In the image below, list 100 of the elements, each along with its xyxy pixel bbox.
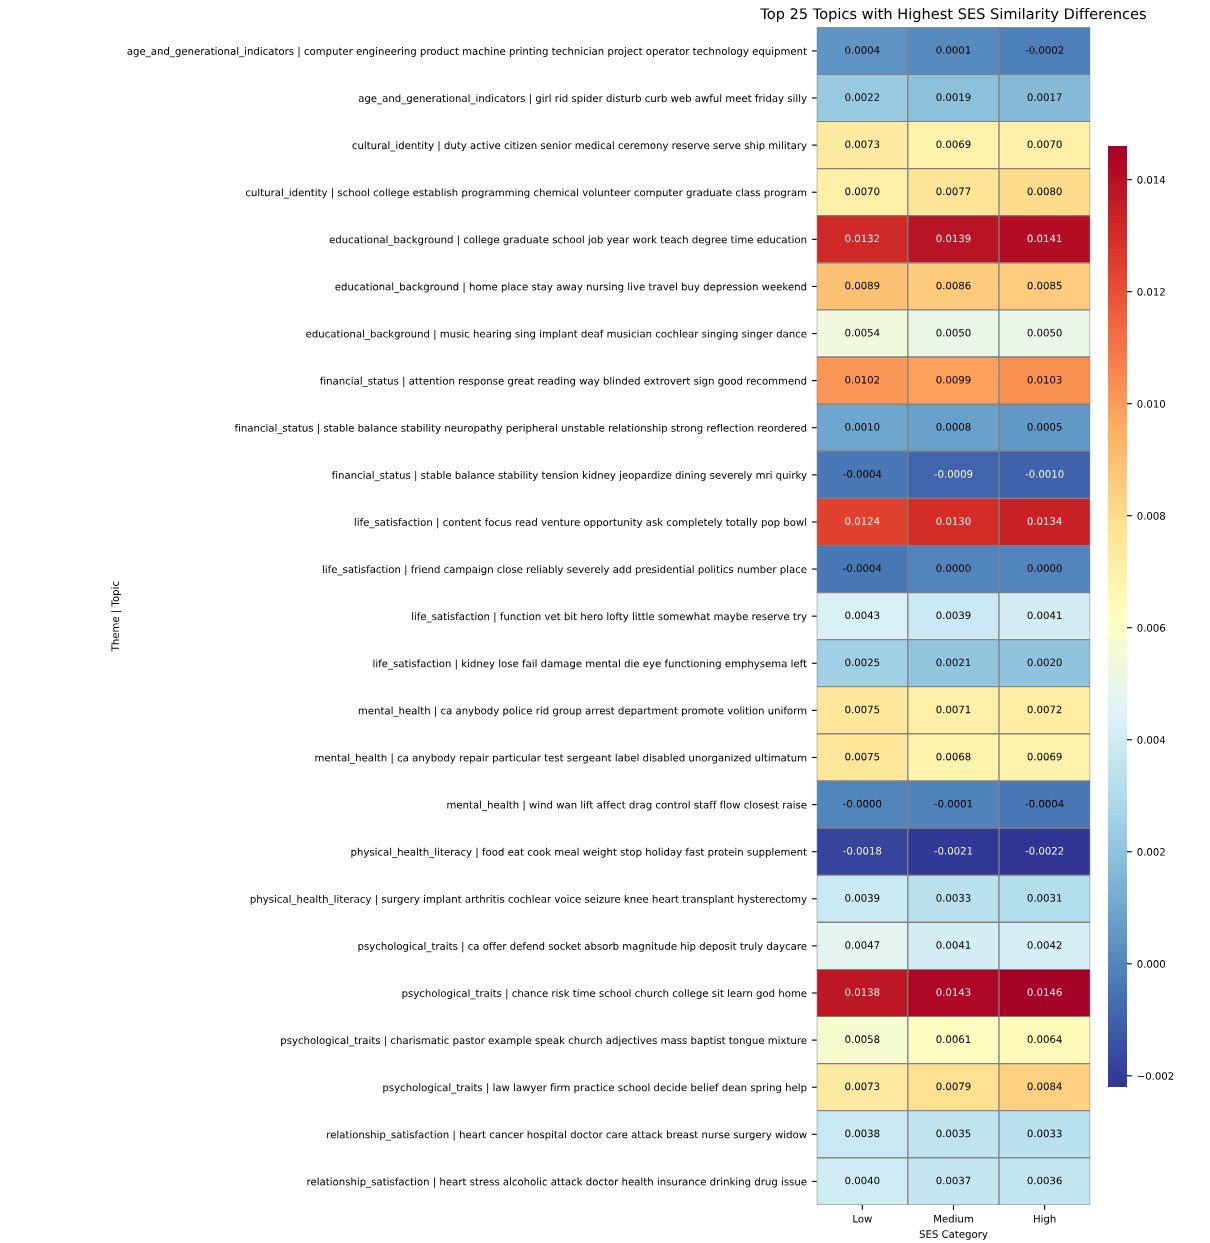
y-tick-label: cultural_identity | school college establish programming chemical volunteer computer graduate class program: [245, 188, 807, 199]
data-label: 0.0134: [1027, 517, 1062, 525]
data-label: 0.0089: [845, 281, 880, 290]
data-label: 0.0075: [845, 705, 880, 714]
data-label: 0.0132: [845, 234, 880, 243]
y-tick-label: cultural_identity | duty active citizen senior medical ceremony reserve serve ship military: [352, 141, 807, 152]
y-tick-label: mental_health | wind wan lift affect drag control staff flow closest raise: [447, 800, 807, 811]
data-label: 0.0069: [1027, 752, 1062, 761]
data-label: 0.0033: [936, 894, 971, 902]
y-tick-label: financial_status | stable balance stability neuropathy peripheral unstable relationship strong reflection reordered: [234, 423, 807, 434]
y-axis-title: Theme | Topic: [111, 581, 122, 652]
color-bar-label: 0.012: [1137, 288, 1165, 296]
data-label: 0.0068: [936, 752, 971, 761]
y-tick-label: age_and_generational_indicators | computer engineering product machine printing technician project operator technology equipment: [127, 47, 807, 58]
y-tick-label: educational_background | music hearing sing implant deaf musician cochlear singing singer dance: [306, 329, 807, 340]
data-label: 0.0069: [936, 140, 971, 149]
data-label: 0.0019: [936, 93, 971, 101]
y-tick-label: mental_health | ca anybody repair particular test sergeant label disabled unorganized ultimatum: [315, 753, 807, 764]
data-label: -0.0000: [843, 799, 882, 808]
data-label: 0.0072: [1027, 705, 1062, 714]
color-bar-label: 0.006: [1137, 624, 1166, 632]
data-label: 0.0146: [1027, 988, 1062, 996]
data-label: 0.0058: [845, 1035, 880, 1044]
y-tick-label: financial_status | stable balance stability tension kidney jeopardize dining severely mri quirky: [331, 470, 807, 482]
data-label: -0.0021: [934, 846, 973, 855]
data-label: 0.0035: [936, 1129, 971, 1138]
data-label: 0.0021: [936, 658, 971, 667]
data-label: 0.0070: [845, 187, 880, 196]
data-label: 0.0040: [845, 1176, 880, 1185]
data-label: -0.0004: [843, 470, 882, 478]
y-tick-label: life_satisfaction | content focus read venture opportunity ask completely totally pop bowl: [354, 518, 807, 529]
color-bar-label: 0.014: [1137, 175, 1166, 184]
y-tick-label: mental_health | ca anybody police rid group arrest department promote volition uniform: [358, 706, 807, 717]
data-label: 0.0020: [1027, 658, 1062, 667]
data-label: 0.0084: [1027, 1082, 1062, 1091]
data-label: 0.0008: [936, 423, 971, 431]
data-label: 0.0036: [1027, 1176, 1062, 1185]
data-label: 0.0073: [845, 140, 880, 149]
data-label: 0.0080: [1027, 187, 1062, 196]
color-bar-label: 0.010: [1137, 400, 1166, 408]
data-label: -0.0022: [1025, 846, 1064, 855]
data-label: 0.0061: [936, 1035, 971, 1044]
y-tick-label: life_satisfaction | function vet bit hero lofty little somewhat maybe reserve try: [412, 612, 807, 623]
color-bar-label: −0.002: [1137, 1072, 1174, 1080]
data-label: 0.0005: [1027, 423, 1062, 431]
data-label: 0.0037: [936, 1176, 971, 1185]
data-label: 0.0073: [845, 1082, 880, 1091]
y-tick-label: educational_background | college graduate school job year work teach degree time education: [329, 235, 807, 246]
data-label: 0.0041: [1027, 611, 1062, 620]
y-tick-label: physical_health_literacy | surgery implant arthritis cochlear voice seizure knee heart transplant hysterectomy: [250, 894, 807, 906]
y-tick-label: life_satisfaction | kidney lose fail damage mental die eye functioning emphysema left: [373, 659, 807, 670]
data-label: 0.0000: [1027, 564, 1062, 572]
data-label: 0.0043: [845, 611, 880, 620]
y-tick-label: psychological_traits | chance risk time school church college sit learn god home: [402, 989, 807, 1000]
data-label: 0.0050: [936, 328, 971, 337]
data-label: 0.0141: [1027, 234, 1062, 243]
y-tick-label: psychological_traits | ca offer defend socket absorb magnitude hip deposit truly daycare: [358, 942, 807, 953]
data-label: 0.0042: [1027, 941, 1062, 949]
y-tick-label: relationship_satisfaction | heart stress alcoholic attack doctor health insurance drinking drug issue: [307, 1177, 807, 1188]
data-label: 0.0103: [1027, 375, 1062, 384]
y-tick-label: relationship_satisfaction | heart cancer hospital doctor care attack breast nurse surgery widow: [327, 1130, 807, 1141]
color-bar-label: 0.008: [1137, 512, 1166, 520]
data-label: 0.0041: [936, 941, 971, 949]
data-label: 0.0077: [936, 187, 971, 196]
data-label: 0.0038: [845, 1129, 880, 1138]
data-label: 0.0010: [845, 423, 880, 431]
color-bar-label: 0.002: [1137, 848, 1165, 856]
data-label: -0.0004: [843, 564, 882, 572]
data-label: 0.0138: [845, 988, 880, 996]
y-tick-label: age_and_generational_indicators | girl rid spider disturb curb web awful meet friday silly: [358, 94, 807, 105]
y-tick-label: educational_background | home place stay away nursing live travel buy depression weekend: [335, 282, 807, 293]
data-label: 0.0022: [845, 93, 880, 101]
y-tick-label: financial_status | attention response great reading way blinded extrovert sign good recommend: [319, 376, 807, 387]
data-label: -0.0004: [1025, 799, 1064, 808]
x-tick-label: Medium: [934, 1214, 973, 1223]
data-label: 0.0124: [845, 517, 880, 525]
data-label: 0.0086: [936, 281, 971, 290]
color-bar-label: 0.000: [1137, 960, 1166, 968]
data-label: 0.0143: [936, 988, 971, 996]
data-label: 0.0102: [845, 375, 880, 384]
data-label: 0.0070: [1027, 140, 1062, 149]
y-tick-label: physical_health_literacy | food eat cook meal weight stop holiday fast protein supplement: [351, 847, 807, 858]
data-label: 0.0050: [1027, 328, 1062, 337]
data-label: -0.0010: [1025, 470, 1064, 478]
data-label: 0.0047: [845, 941, 880, 949]
data-label: 0.0004: [845, 46, 880, 54]
data-label: 0.0039: [936, 611, 971, 620]
data-label: -0.0001: [934, 799, 973, 808]
data-label: 0.0031: [1027, 894, 1062, 902]
data-label: -0.0002: [1025, 46, 1064, 54]
data-label: 0.0099: [936, 375, 971, 384]
data-label: 0.0000: [936, 564, 971, 572]
data-label: 0.0054: [845, 328, 880, 337]
data-label: 0.0079: [936, 1082, 971, 1091]
data-label: 0.0075: [845, 752, 880, 761]
data-label: 0.0085: [1027, 281, 1062, 290]
data-label: 0.0071: [936, 705, 971, 714]
data-label: 0.0064: [1027, 1035, 1062, 1044]
y-tick-label: psychological_traits | charismatic pastor example speak church adjectives mass baptist tongue mixture: [281, 1036, 807, 1047]
data-label: 0.0025: [845, 658, 880, 667]
